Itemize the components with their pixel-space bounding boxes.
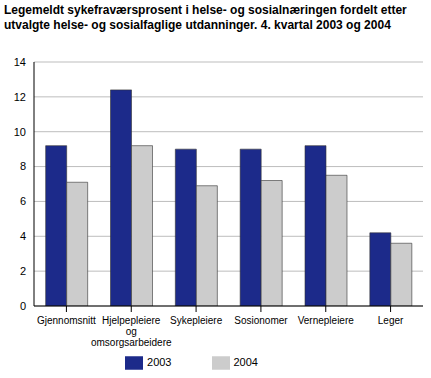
svg-text:Leger: Leger [378,315,404,326]
svg-text:14: 14 [14,56,26,68]
html-text:Legemeldt sykefraværsprosent i: Legemeldt sykefraværsprosent i helse- og… [4,3,407,32]
svg-text:6: 6 [20,195,26,207]
svg-text:4: 4 [20,230,26,242]
svg-text:2: 2 [20,265,26,277]
svg-text:Gjennomsnitt: Gjennomsnitt [37,315,96,326]
svg-text:10: 10 [14,126,26,138]
svg-text:Vernepleiere: Vernepleiere [298,315,355,326]
svg-text:Hjelpepleiereogomsorgsarbeider: Hjelpepleiereogomsorgsarbeidere [91,315,172,348]
svg-text:8: 8 [20,160,26,172]
html-text:2004: 2004 [233,355,258,368]
svg-text:12: 12 [14,91,26,103]
svg-text:0: 0 [20,300,26,312]
svg-text:Sosionomer: Sosionomer [234,315,288,326]
svg-text:Sykepleiere: Sykepleiere [170,315,223,326]
html-text:2003: 2003 [147,355,172,368]
